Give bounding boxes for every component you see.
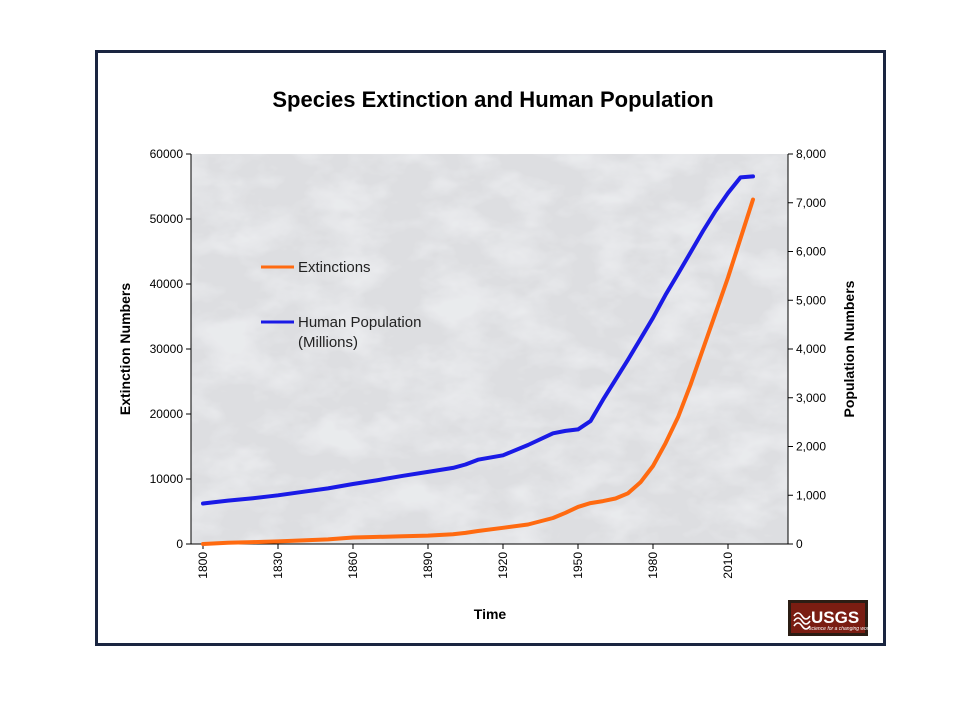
x-axis-title: Time	[474, 606, 507, 622]
series-line-extinctions	[201, 197, 755, 546]
chart-svg: Species Extinction and Human Population …	[117, 87, 873, 636]
left-tick-label: 40000	[150, 277, 184, 291]
right-tick-label: 6,000	[796, 245, 826, 259]
legend-label-extinctions: Extinctions	[298, 259, 371, 276]
left-axis-title: Extinction Numbers	[117, 283, 133, 415]
left-tick-label: 20000	[150, 407, 184, 421]
usgs-logo: USGS science for a changing world	[788, 600, 873, 636]
x-tick-label: 1860	[346, 552, 360, 579]
usgs-logo-text: USGS	[811, 608, 859, 627]
left-tick-label: 0	[176, 537, 183, 551]
right-tick-label: 3,000	[796, 391, 826, 405]
left-tick-label: 60000	[150, 147, 184, 161]
x-tick-label: 1950	[571, 552, 585, 579]
chart-frame: Species Extinction and Human Population …	[95, 50, 886, 646]
right-tick-label: 1,000	[796, 488, 826, 502]
legend: Extinctions Human Population (Millions)	[261, 259, 421, 351]
left-y-ticks: 0 10000 20000 30000 40000 50000 60000	[150, 147, 191, 551]
x-tick-label: 1800	[196, 552, 210, 579]
plot-texture	[191, 154, 788, 544]
series-line-human-population	[201, 174, 755, 506]
x-ticks: 1800 1830 1860 1890 1920 1950 1980 2010	[196, 544, 735, 579]
right-tick-label: 0	[796, 537, 803, 551]
usgs-logo-tagline: science for a changing world	[809, 626, 873, 632]
chart-title: Species Extinction and Human Population	[272, 87, 713, 112]
x-tick-label: 1830	[271, 552, 285, 579]
right-tick-label: 8,000	[796, 147, 826, 161]
legend-label-population: Human Population	[298, 314, 421, 331]
x-tick-label: 1980	[646, 552, 660, 579]
right-tick-label: 4,000	[796, 342, 826, 356]
x-tick-label: 1920	[496, 552, 510, 579]
x-tick-label: 1890	[421, 552, 435, 579]
left-tick-label: 30000	[150, 342, 184, 356]
right-tick-label: 7,000	[796, 196, 826, 210]
left-tick-label: 10000	[150, 472, 184, 486]
legend-label-population-units: (Millions)	[298, 334, 358, 351]
series-layer	[201, 174, 755, 546]
right-tick-label: 5,000	[796, 293, 826, 307]
right-tick-label: 2,000	[796, 440, 826, 454]
left-tick-label: 50000	[150, 212, 184, 226]
x-tick-label: 2010	[721, 552, 735, 579]
right-axis-title: Population Numbers	[841, 280, 857, 417]
right-y-ticks: 0 1,000 2,000 3,000 4,000 5,000 6,000 7,000 8,00…	[788, 147, 826, 551]
usgs-wave-icon	[793, 612, 811, 630]
